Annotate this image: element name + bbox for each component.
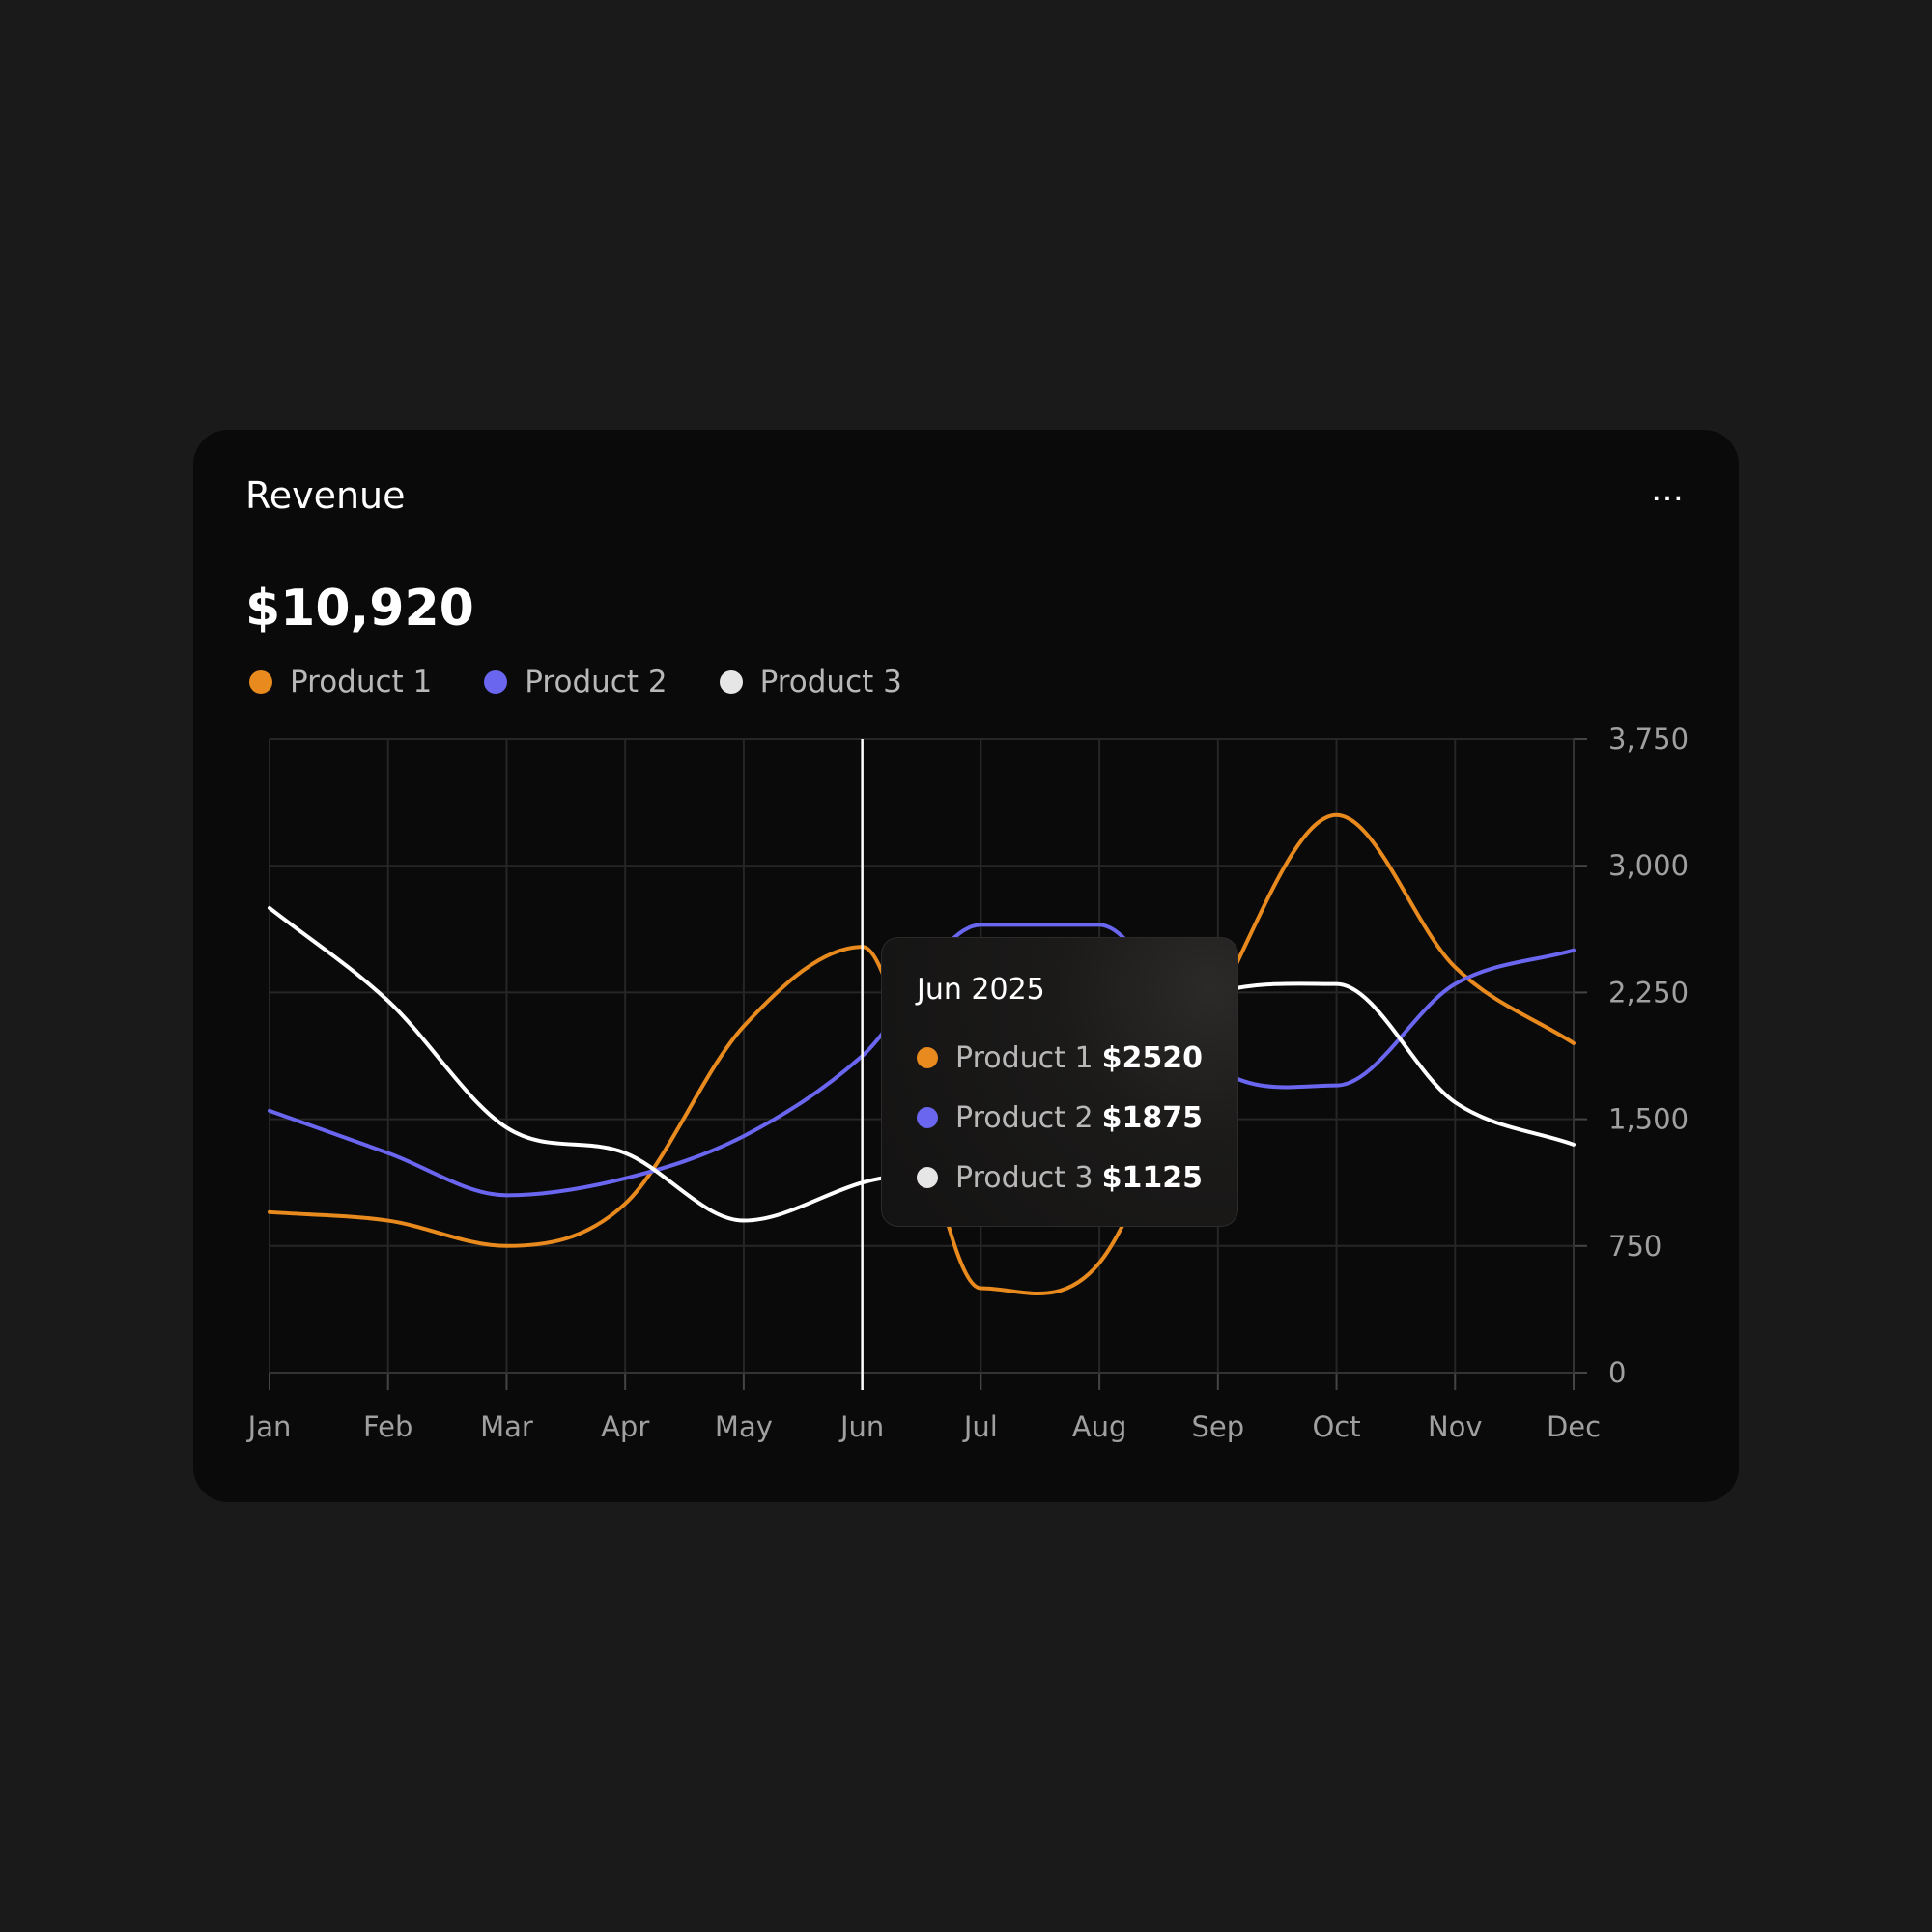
y-tick-label: 3,000 (1608, 849, 1689, 882)
legend-item-product-2[interactable]: Product 2 (484, 665, 668, 699)
tooltip-row-product-1: Product 1 $2520 (917, 1028, 1203, 1088)
series-line-product-1[interactable] (268, 812, 1576, 1295)
x-tick-label: Sep (1191, 1410, 1244, 1443)
legend-label: Product 3 (759, 665, 902, 699)
x-tick-label: May (715, 1410, 773, 1443)
tooltip-row-product-3: Product 3 $1125 (917, 1148, 1203, 1208)
legend-label: Product 1 (290, 665, 433, 699)
tooltip-dot-product-2 (917, 1107, 938, 1128)
tooltip-series-value: $1875 (1101, 1100, 1203, 1135)
x-tick-label: Apr (601, 1410, 649, 1443)
chart-legend: Product 1 Product 2 Product 3 (249, 665, 902, 699)
tooltip-series-name: Product 3 (955, 1160, 1094, 1195)
legend-item-product-1[interactable]: Product 1 (249, 665, 432, 699)
tooltip-title: Jun 2025 (917, 973, 1045, 1007)
card-title: Revenue (245, 474, 406, 517)
y-tick-label: 3,750 (1608, 723, 1689, 755)
y-tick-label: 1,500 (1608, 1103, 1689, 1136)
tooltip-dot-product-1 (917, 1047, 938, 1068)
x-tick-label: Mar (480, 1410, 533, 1443)
x-tick-label: Jul (962, 1410, 998, 1443)
legend-label: Product 2 (525, 665, 668, 699)
x-tick-label: Oct (1312, 1410, 1360, 1443)
y-tick-label: 2,250 (1608, 976, 1689, 1009)
x-tick-label: Dec (1547, 1410, 1601, 1443)
legend-dot-product-1 (249, 670, 272, 694)
y-tick-label: 750 (1608, 1230, 1662, 1263)
tooltip-series-value: $2520 (1101, 1040, 1203, 1075)
x-tick-label: Nov (1428, 1410, 1483, 1443)
x-tick-label: Jan (246, 1410, 292, 1443)
revenue-card: Revenue … $10,920 Product 1 Product 2 Pr… (193, 430, 1739, 1502)
tooltip-series-name: Product 2 (955, 1100, 1094, 1135)
tooltip-series-name: Product 1 (955, 1040, 1094, 1075)
x-tick-label: Aug (1072, 1410, 1127, 1443)
tooltip-dot-product-3 (917, 1167, 938, 1188)
y-tick-label: 0 (1608, 1356, 1626, 1389)
legend-dot-product-2 (484, 670, 508, 694)
legend-item-product-3[interactable]: Product 3 (719, 665, 902, 699)
x-tick-label: Jun (838, 1410, 884, 1443)
tooltip-row-product-2: Product 2 $1875 (917, 1088, 1203, 1148)
tooltip-series-value: $1125 (1101, 1160, 1203, 1195)
x-tick-label: Feb (363, 1410, 412, 1443)
total-revenue: $10,920 (245, 580, 474, 638)
legend-dot-product-3 (719, 670, 743, 694)
more-options-icon[interactable]: … (1651, 470, 1685, 509)
chart-tooltip: Jun 2025 Product 1 $2520 Product 2 $1875… (881, 937, 1238, 1227)
